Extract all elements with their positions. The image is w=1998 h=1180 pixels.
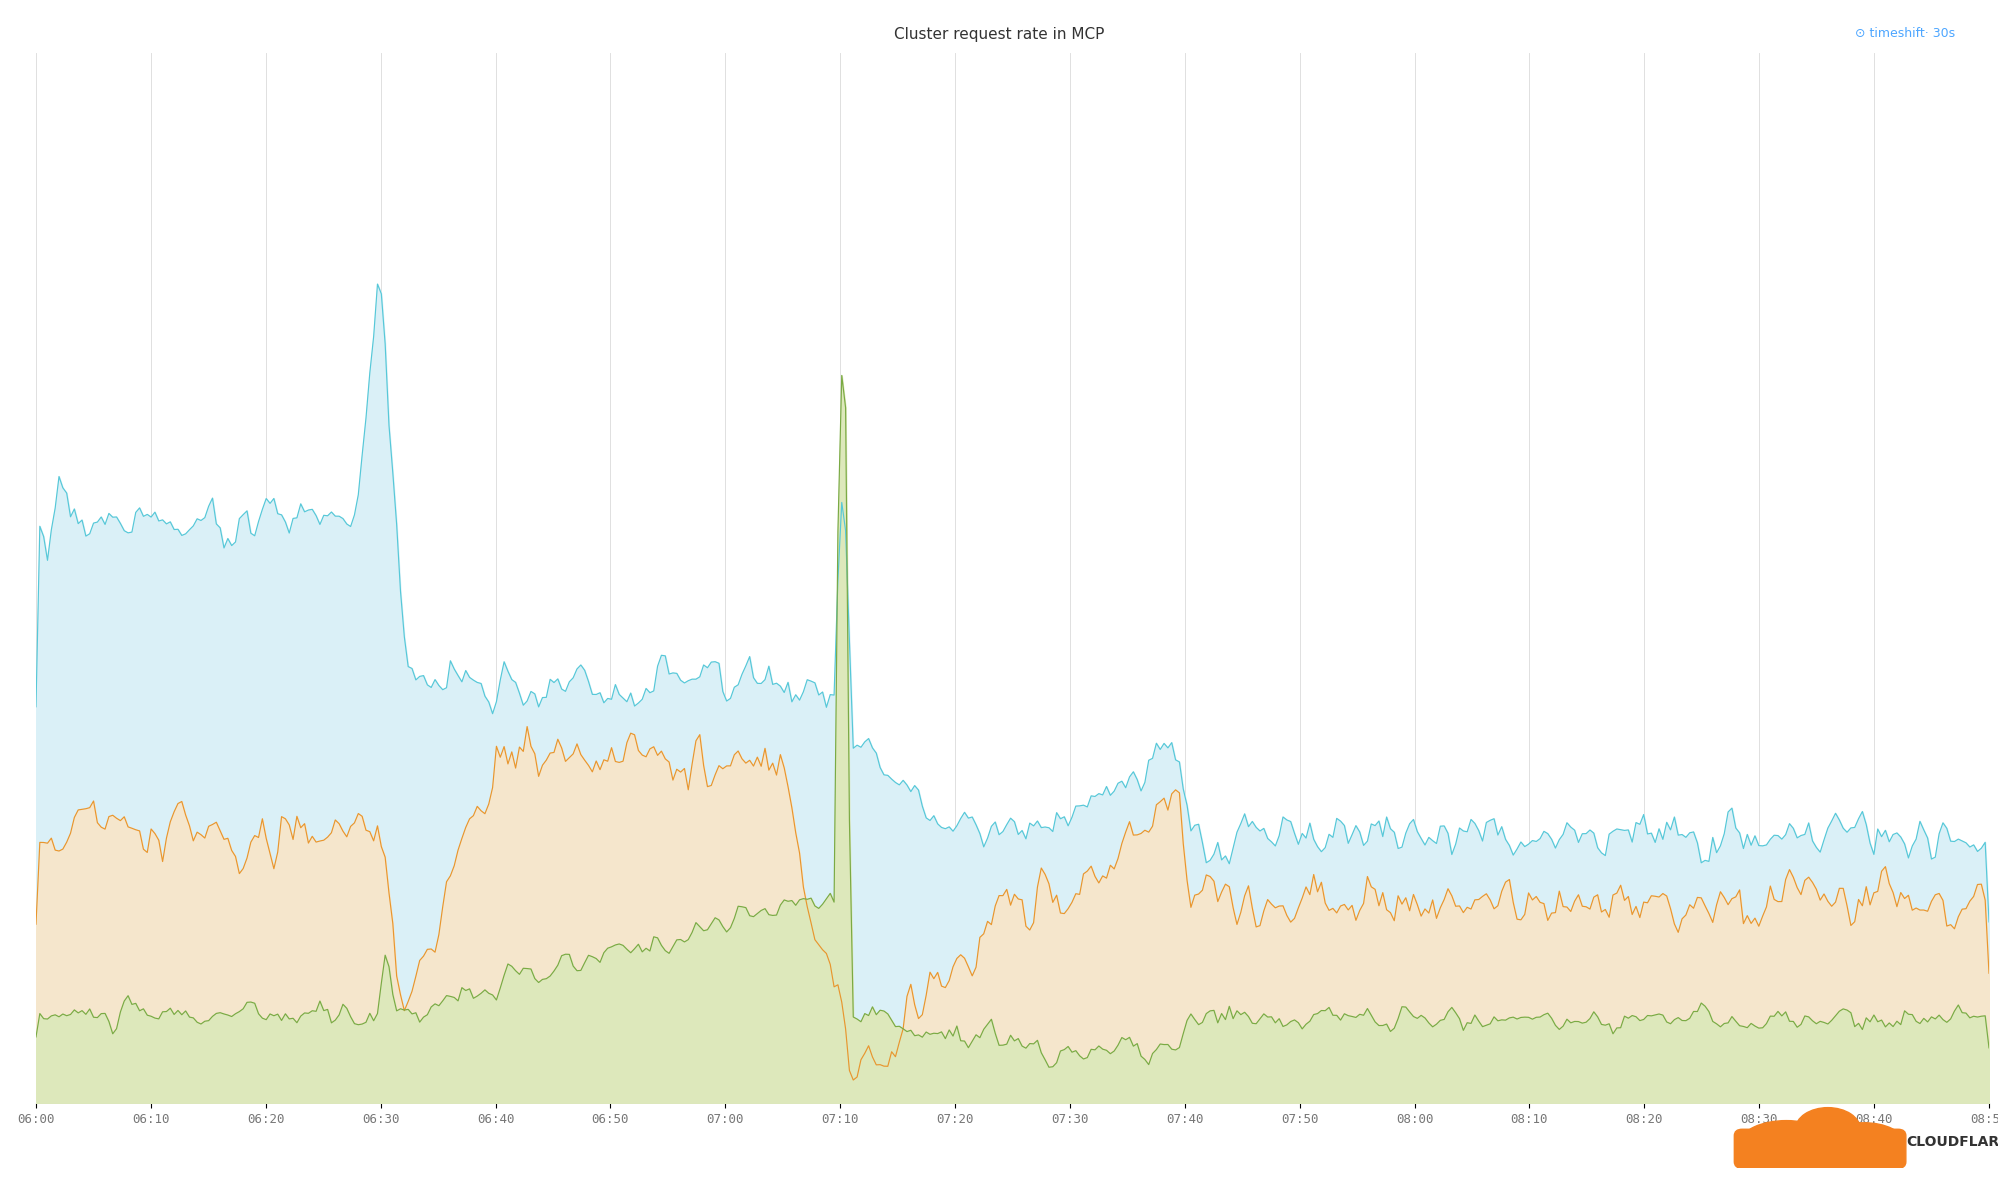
Text: ⊙ timeshift· 30s: ⊙ timeshift· 30s	[1854, 27, 1954, 40]
FancyBboxPatch shape	[1734, 1129, 1904, 1168]
Ellipse shape	[1794, 1108, 1860, 1150]
Ellipse shape	[1740, 1121, 1830, 1163]
Text: CLOUDFLARE: CLOUDFLARE	[1904, 1135, 1998, 1149]
Ellipse shape	[1824, 1123, 1902, 1161]
Text: Cluster request rate in MCP: Cluster request rate in MCP	[893, 27, 1105, 42]
